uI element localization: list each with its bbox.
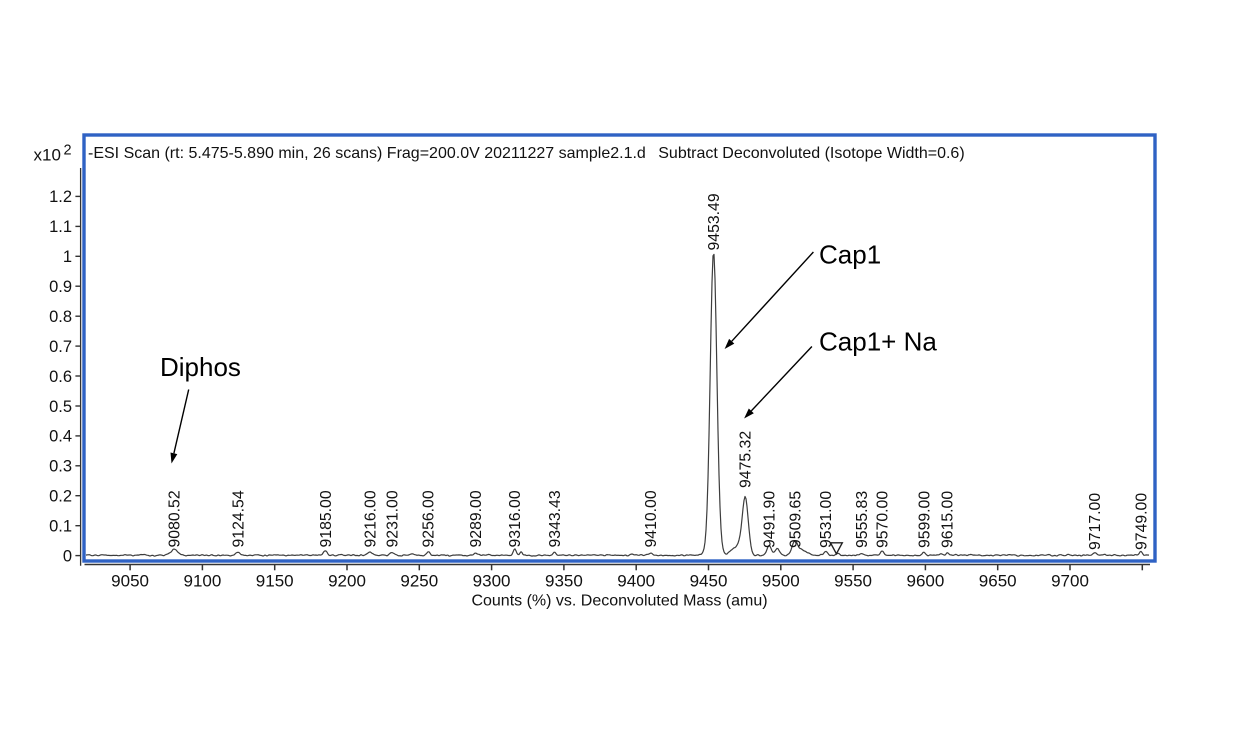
svg-text:9124.54: 9124.54 — [230, 490, 247, 547]
svg-text:Cap1+ Na: Cap1+ Na — [819, 327, 937, 357]
svg-text:9450: 9450 — [690, 571, 728, 590]
svg-text:9300: 9300 — [473, 571, 511, 590]
svg-text:9185.00: 9185.00 — [318, 490, 335, 547]
svg-text:1.1: 1.1 — [49, 218, 72, 236]
svg-text:0.6: 0.6 — [49, 368, 72, 386]
svg-text:9650: 9650 — [979, 571, 1017, 590]
svg-text:9400: 9400 — [617, 571, 655, 590]
svg-text:9231.00: 9231.00 — [384, 490, 401, 547]
svg-text:1: 1 — [63, 248, 72, 266]
svg-text:9256.00: 9256.00 — [421, 490, 438, 547]
svg-text:9509.65: 9509.65 — [787, 491, 804, 548]
svg-text:0.1: 0.1 — [49, 518, 72, 536]
svg-text:9100: 9100 — [183, 571, 221, 590]
svg-text:9700: 9700 — [1051, 571, 1089, 590]
svg-text:9615.00: 9615.00 — [940, 491, 957, 548]
svg-text:9717.00: 9717.00 — [1087, 493, 1104, 550]
svg-text:9475.32: 9475.32 — [738, 431, 755, 488]
svg-text:9500: 9500 — [762, 571, 800, 590]
svg-text:1.2: 1.2 — [49, 188, 72, 206]
svg-text:9491.90: 9491.90 — [762, 491, 779, 548]
svg-text:9250: 9250 — [400, 571, 438, 590]
svg-text:0.3: 0.3 — [49, 458, 72, 476]
svg-text:Cap1: Cap1 — [819, 240, 881, 270]
svg-text:9050: 9050 — [111, 571, 149, 590]
svg-text:9289.00: 9289.00 — [468, 490, 485, 547]
svg-text:9555.83: 9555.83 — [854, 491, 871, 548]
svg-text:9216.00: 9216.00 — [363, 490, 380, 547]
svg-text:9749.00: 9749.00 — [1133, 493, 1150, 550]
svg-text:x10: x10 — [34, 146, 61, 165]
svg-text:0.8: 0.8 — [49, 308, 72, 326]
svg-text:9600: 9600 — [906, 571, 944, 590]
svg-text:9350: 9350 — [545, 571, 583, 590]
svg-text:-ESI Scan (rt: 5.475-5.890 min: -ESI Scan (rt: 5.475-5.890 min, 26 scans… — [88, 145, 965, 162]
svg-text:0.2: 0.2 — [49, 488, 72, 506]
svg-text:9550: 9550 — [834, 571, 872, 590]
svg-text:0.5: 0.5 — [49, 398, 72, 416]
svg-text:Counts (%) vs. Deconvoluted Ma: Counts (%) vs. Deconvoluted Mass (amu) — [471, 593, 767, 610]
svg-text:0.4: 0.4 — [49, 428, 72, 446]
svg-text:9531.00: 9531.00 — [818, 491, 835, 548]
svg-text:9570.00: 9570.00 — [875, 491, 892, 548]
svg-text:9316.00: 9316.00 — [507, 490, 524, 547]
svg-text:0.7: 0.7 — [49, 338, 72, 356]
svg-text:9599.00: 9599.00 — [917, 491, 934, 548]
svg-text:9453.49: 9453.49 — [706, 193, 723, 250]
svg-text:0.9: 0.9 — [49, 278, 72, 296]
svg-text:2: 2 — [64, 143, 72, 159]
svg-text:9150: 9150 — [256, 571, 294, 590]
svg-text:9343.43: 9343.43 — [547, 490, 564, 547]
svg-text:9200: 9200 — [328, 571, 366, 590]
svg-text:0: 0 — [63, 547, 72, 565]
svg-text:9080.52: 9080.52 — [167, 490, 184, 547]
svg-text:Diphos: Diphos — [160, 352, 241, 382]
svg-text:9410.00: 9410.00 — [643, 490, 660, 547]
